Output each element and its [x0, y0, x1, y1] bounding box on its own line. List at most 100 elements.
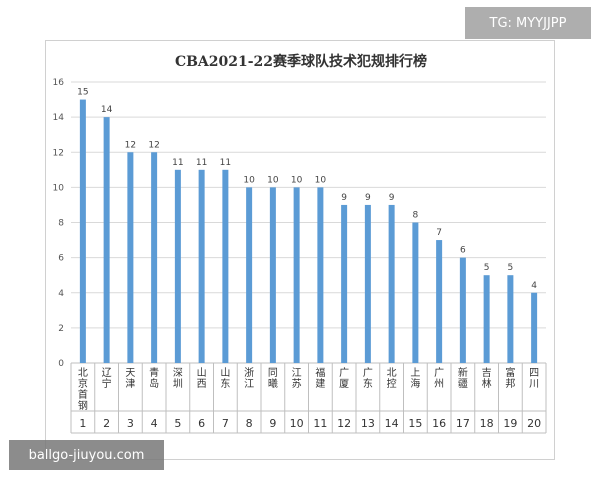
watermark-top-right: TG: MYYJJPP — [465, 7, 591, 39]
category-label-char: 东 — [363, 377, 373, 390]
rank-label: 5 — [174, 417, 181, 430]
bar — [459, 257, 466, 363]
category-label-char: 津 — [125, 378, 135, 390]
rank-label: 13 — [361, 417, 375, 430]
rank-label: 1 — [79, 417, 86, 430]
data-label: 6 — [460, 246, 466, 256]
data-label: 11 — [220, 158, 231, 168]
category-label-char: 富 — [505, 366, 515, 379]
bar — [436, 240, 443, 363]
category-label-char: 山 — [197, 367, 207, 379]
category-label-char: 同 — [268, 367, 278, 379]
chart-title: CBA2021-22赛季球队技术犯规排行榜 — [175, 53, 427, 70]
bar — [103, 117, 110, 363]
category-label-char: 苏 — [292, 377, 302, 390]
y-tick-label: 0 — [58, 359, 64, 369]
data-label: 7 — [436, 228, 442, 238]
category-label-char: 控 — [387, 377, 397, 390]
category-label-char: 四 — [529, 368, 539, 379]
data-label: 4 — [531, 281, 537, 291]
category-label-char: 宁 — [102, 377, 112, 390]
y-tick-label: 12 — [53, 148, 64, 158]
bar — [388, 204, 395, 363]
category-label-char: 北 — [78, 367, 88, 379]
category-label-char: 北 — [387, 367, 397, 379]
rank-label: 20 — [527, 417, 541, 430]
category-label-char: 天 — [125, 368, 135, 379]
category-label-char: 辽 — [102, 367, 112, 379]
category-label-char: 川 — [529, 379, 539, 390]
bar — [127, 152, 134, 363]
data-label: 5 — [508, 263, 514, 273]
category-labels: 北京首钢1辽宁2天津3青岛4深圳5山西6山东7浙江8同曦9江苏10福建11广厦1… — [78, 366, 541, 430]
category-label-char: 西 — [197, 379, 207, 390]
bar — [79, 99, 86, 363]
category-label-char: 东 — [220, 377, 230, 390]
rank-label: 10 — [290, 417, 304, 430]
y-tick-label: 10 — [53, 183, 65, 193]
bar — [151, 152, 158, 363]
bar — [269, 187, 276, 363]
category-label-char: 深 — [173, 367, 183, 379]
data-label: 10 — [267, 175, 279, 185]
category-label-char: 新 — [458, 366, 468, 379]
category-label-char: 上 — [410, 367, 420, 379]
rank-label: 12 — [337, 417, 351, 430]
y-tick-label: 2 — [58, 324, 64, 334]
bar — [174, 169, 181, 363]
data-label: 10 — [243, 175, 255, 185]
category-label-char: 林 — [482, 377, 492, 390]
data-labels: 15 14 12 12 11 11 11 10 10 10 10 9 9 9 8 7 6 5 5 4 — [77, 88, 537, 291]
category-label-char: 广 — [363, 367, 373, 379]
category-label-char: 邦 — [505, 377, 515, 390]
data-label: 15 — [77, 88, 88, 98]
rank-label: 18 — [480, 417, 494, 430]
y-axis-ticks: 0 2 4 6 8 10 12 14 16 — [53, 78, 65, 369]
watermark-bottom-left: ballgo-jiuyou.com — [9, 440, 164, 470]
bar — [222, 169, 229, 363]
chart-frame: CBA2021-22赛季球队技术犯规排行榜 0 2 4 6 8 10 12 14 16 15 14… — [45, 40, 555, 460]
category-label-char: 圳 — [173, 378, 183, 390]
y-tick-label: 6 — [58, 254, 64, 264]
data-label: 9 — [365, 193, 371, 203]
category-label-char: 曦 — [268, 377, 278, 390]
category-label-char: 州 — [434, 378, 444, 390]
data-label: 12 — [148, 140, 159, 150]
rank-label: 17 — [456, 417, 470, 430]
data-label: 10 — [315, 175, 327, 185]
bars — [79, 99, 538, 363]
rank-label: 15 — [408, 417, 422, 430]
category-label-char: 建 — [315, 377, 325, 390]
data-label: 11 — [196, 158, 207, 168]
y-tick-label: 14 — [53, 113, 65, 123]
rank-label: 14 — [385, 417, 399, 430]
category-label-char: 钢 — [78, 399, 88, 412]
y-tick-label: 16 — [53, 78, 65, 88]
category-label-char: 江 — [292, 367, 302, 379]
bar — [364, 204, 371, 363]
rank-label: 11 — [313, 417, 327, 430]
rank-label: 6 — [198, 417, 205, 430]
data-label: 14 — [101, 105, 113, 115]
data-label: 12 — [125, 140, 136, 150]
category-label-char: 青 — [149, 366, 159, 379]
category-label-char: 厦 — [339, 378, 349, 390]
bar — [246, 187, 253, 363]
y-tick-label: 8 — [58, 219, 64, 229]
rank-label: 3 — [127, 417, 134, 430]
bar — [341, 204, 348, 363]
bar — [198, 169, 205, 363]
category-label-char: 岛 — [149, 377, 159, 390]
category-label-char: 广 — [434, 367, 444, 379]
gridlines — [70, 81, 547, 434]
bar — [317, 187, 324, 363]
category-label-char: 广 — [339, 367, 349, 379]
category-label-char: 京 — [78, 377, 88, 390]
category-label-char: 吉 — [482, 367, 492, 379]
rank-label: 7 — [222, 417, 229, 430]
data-label: 5 — [484, 263, 490, 273]
y-tick-label: 4 — [58, 289, 64, 299]
rank-label: 2 — [103, 417, 110, 430]
category-label-char: 山 — [220, 367, 230, 379]
